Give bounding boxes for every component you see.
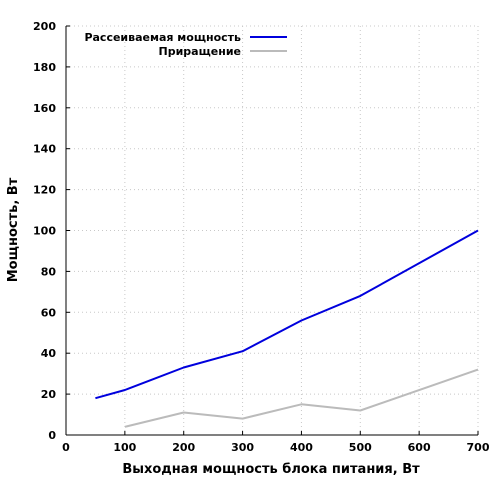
y-tick-label: 160 — [33, 102, 56, 115]
tick-labels: 0 100 200 300 400 500 600 700 0 20 40 60 80 100 120 140… — [33, 20, 490, 454]
y-tick-label: 40 — [41, 347, 57, 360]
series-line-2 — [124, 368, 479, 428]
y-tick-label: 180 — [33, 61, 56, 74]
x-tick-label: 100 — [113, 441, 136, 454]
x-axis-title: Выходная мощность блока питания, Вт — [122, 462, 420, 477]
y-tick-label: 20 — [41, 388, 57, 401]
x-tick-label: 0 — [62, 441, 70, 454]
axes — [65, 25, 479, 436]
x-tick-label: 200 — [172, 441, 195, 454]
legend-label-1: Рассеиваемая мощность — [84, 31, 241, 44]
series-lines — [95, 229, 479, 428]
y-tick-label: 140 — [33, 143, 56, 156]
y-tick-label: 100 — [33, 225, 56, 238]
series-line-1 — [95, 229, 479, 400]
grid — [66, 25, 479, 435]
x-tick-label: 500 — [349, 441, 372, 454]
y-tick-label: 80 — [41, 265, 57, 278]
legend-label-2: Приращение — [159, 45, 241, 58]
x-tick-label: 700 — [467, 441, 490, 454]
x-tick-label: 600 — [408, 441, 431, 454]
x-tick-label: 400 — [290, 441, 313, 454]
y-tick-label: 120 — [33, 184, 56, 197]
y-axis-title: Мощность, Вт — [6, 177, 21, 282]
y-tick-label: 60 — [41, 306, 57, 319]
x-tick-label: 300 — [231, 441, 254, 454]
y-tick-label: 0 — [48, 429, 56, 442]
y-tick-label: 200 — [33, 20, 56, 33]
